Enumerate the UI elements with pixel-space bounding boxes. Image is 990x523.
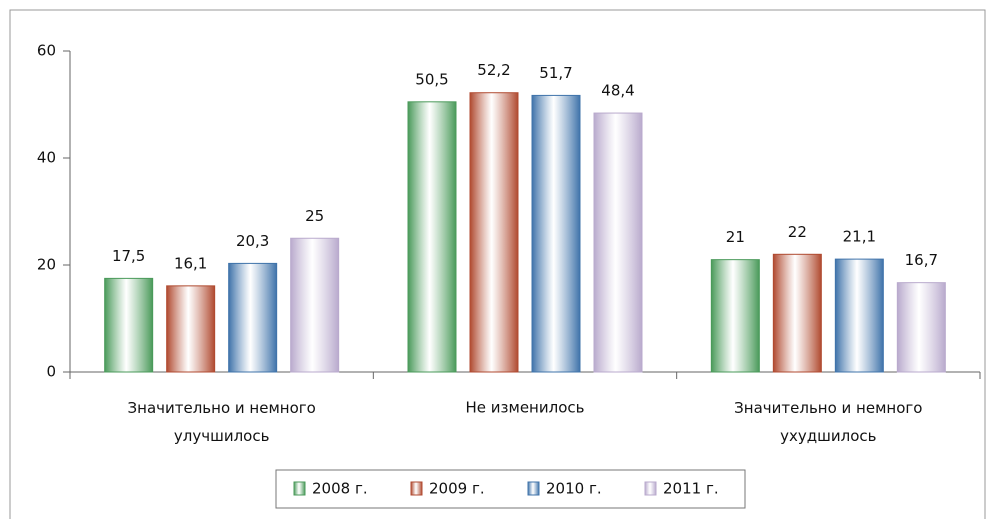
value-label: 21,1 (843, 228, 876, 246)
bar (772, 253, 822, 373)
value-label: 52,2 (477, 61, 510, 79)
legend-swatch (410, 481, 423, 496)
legend-label: 2011 г. (663, 480, 719, 498)
legend-label: 2008 г. (312, 480, 368, 498)
bar (896, 282, 946, 373)
y-tick-label: 40 (37, 149, 56, 167)
x-tick-label: Не изменилось (466, 399, 585, 417)
bar (834, 258, 884, 373)
value-label: 22 (788, 223, 807, 241)
legend-box (275, 469, 746, 509)
legend-label: 2010 г. (546, 480, 602, 498)
value-label: 25 (305, 207, 324, 225)
value-label: 16,7 (905, 251, 938, 269)
x-tick-label: Значительно и немного ухудшилось (734, 399, 922, 445)
value-label: 21 (726, 228, 745, 246)
value-label: 16,1 (174, 254, 207, 272)
y-tick-label: 60 (37, 42, 56, 60)
legend-swatch (527, 481, 540, 496)
legend-label: 2009 г. (429, 480, 485, 498)
value-label: 48,4 (601, 82, 634, 100)
bar (407, 101, 457, 373)
bar (104, 277, 154, 373)
y-tick-label: 20 (37, 256, 56, 274)
legend-swatch (644, 481, 657, 496)
bar (469, 92, 519, 373)
legend-swatch (293, 481, 306, 496)
value-label: 51,7 (539, 64, 572, 82)
bar (166, 285, 216, 373)
x-tick-label: Значительно и немного улучшилось (128, 399, 316, 445)
bar (228, 262, 278, 373)
bar (710, 259, 760, 373)
bar (290, 237, 340, 373)
bar (531, 94, 581, 373)
value-label: 50,5 (415, 70, 448, 88)
bar (593, 112, 643, 373)
value-label: 20,3 (236, 232, 269, 250)
y-tick-label: 0 (46, 363, 56, 381)
value-label: 17,5 (112, 247, 145, 265)
